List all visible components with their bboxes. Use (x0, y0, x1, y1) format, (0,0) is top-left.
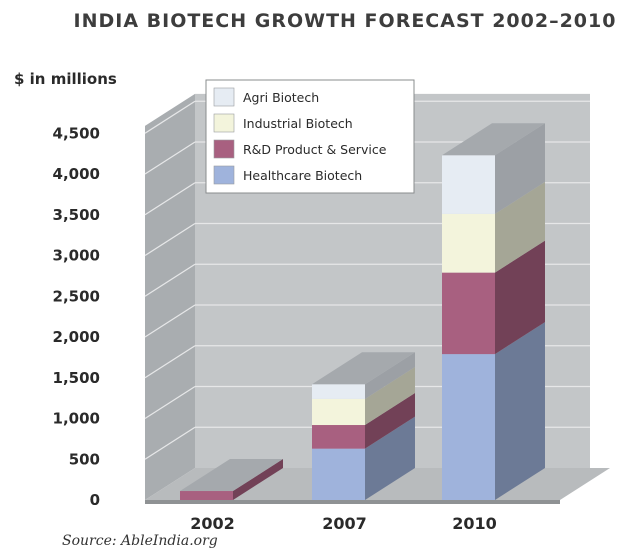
bar-segment-side (495, 181, 545, 273)
y-tick-label: 4,000 (53, 165, 100, 183)
gridline-side (144, 100, 196, 134)
y-tick-label: 1,500 (53, 369, 100, 387)
gridline-side (144, 385, 196, 420)
legend-label: Industrial Biotech (243, 116, 353, 131)
bar-top-cap (180, 459, 283, 492)
bar-segment-side (495, 123, 545, 214)
y-tick-label: 3,500 (53, 206, 100, 224)
y-axis-ticks: 0 500 1,000 1,500 2,000 2,500 3,000 3,500 4,000 4… (53, 124, 100, 509)
y-tick-label: 0 (90, 491, 100, 509)
legend: Agri Biotech Industrial Biotech R&D Produc… (205, 79, 415, 194)
x-tick-label: 2010 (452, 514, 497, 533)
x-tick-label: 2007 (322, 514, 367, 533)
legend-label: Healthcare Biotech (243, 168, 362, 183)
gridline-side (144, 141, 196, 175)
legend-swatch (213, 113, 235, 133)
legend-swatch (213, 139, 235, 159)
bar-segment-front (312, 425, 365, 449)
bar-2002 (180, 459, 283, 500)
bar-segment-front (442, 213, 495, 273)
bar-2007 (312, 352, 415, 500)
legend-swatch (213, 87, 235, 107)
bar-segment-side (495, 322, 545, 500)
bar-segment-front (442, 354, 495, 500)
stacked-bars (180, 123, 545, 500)
bar-segment-front (180, 491, 233, 500)
gridline-side (144, 426, 196, 460)
gridline-side (144, 182, 196, 216)
bar-segment-side (365, 393, 415, 449)
floor-front-edge (145, 500, 560, 504)
y-tick-label: 4,500 (53, 124, 100, 142)
x-axis-labels: 2002 2007 2010 (190, 514, 497, 533)
bar-segment-side (233, 459, 283, 500)
bar-top-cap (442, 123, 545, 156)
left-side-wall (145, 93, 195, 500)
legend-swatch (213, 165, 235, 185)
y-tick-label: 1,000 (53, 410, 100, 428)
y-tick-label: 3,000 (53, 247, 100, 265)
legend-label: R&D Product & Service (243, 142, 387, 157)
bar-segment-side (365, 352, 415, 399)
gridline-side (144, 345, 196, 379)
bar-segment-front (442, 272, 495, 355)
bar-segment-side (365, 366, 415, 426)
gridline-side (144, 222, 196, 257)
source-note: Source: AbleIndia.org (62, 533, 218, 549)
x-tick-label: 2002 (190, 514, 235, 533)
bar-segment-front (312, 398, 365, 426)
y-tick-label: 2,500 (53, 287, 100, 305)
bar-segment-front (312, 384, 365, 399)
bar-segment-side (365, 416, 415, 500)
y-tick-label: 500 (69, 450, 100, 468)
bar-segment-side (495, 240, 545, 355)
bar-top-cap (312, 352, 415, 385)
y-tick-label: 2,000 (53, 328, 100, 346)
legend-box (205, 79, 415, 194)
chart-title: INDIA BIOTECH GROWTH FORECAST 2002–2010 (74, 10, 617, 32)
bar-2010 (442, 123, 545, 500)
legend-label: Agri Biotech (243, 90, 319, 105)
bar-segment-front (312, 448, 365, 500)
y-axis-unit-label: $ in millions (14, 70, 117, 88)
bar-segment-front (442, 155, 495, 214)
gridline-side (144, 263, 196, 297)
gridline-side (144, 304, 196, 338)
